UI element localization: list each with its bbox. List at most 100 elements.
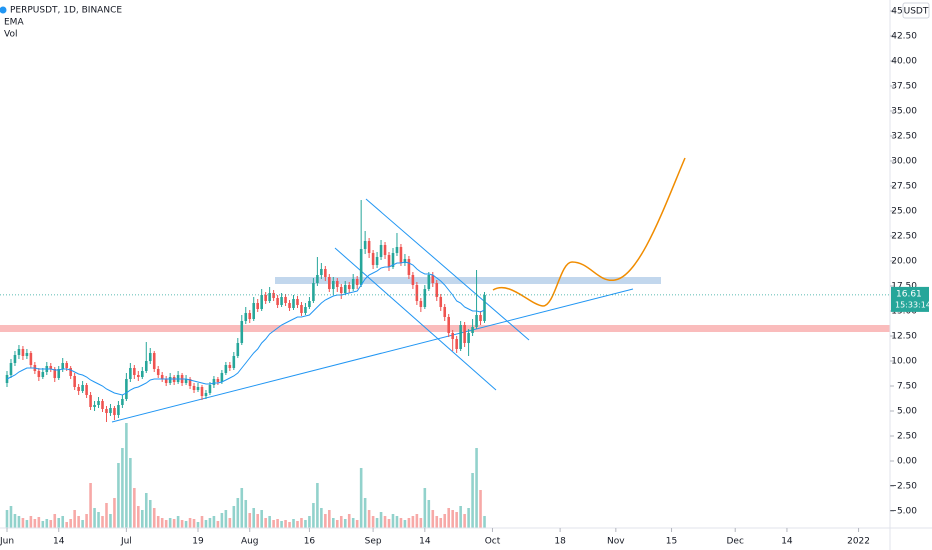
volume-bar xyxy=(260,510,263,528)
volume-bar xyxy=(160,518,164,528)
candle-body xyxy=(300,305,303,313)
candle-body xyxy=(69,368,72,376)
candle-body xyxy=(89,395,92,407)
volume-bar xyxy=(21,518,25,528)
volume-bar xyxy=(479,490,482,528)
volume-bar xyxy=(455,512,458,528)
candle-body xyxy=(483,295,486,321)
volume-bar xyxy=(248,513,252,528)
volume-bar xyxy=(129,458,132,528)
volume-bar xyxy=(101,516,104,528)
candle-body xyxy=(252,303,256,319)
candle-body xyxy=(268,293,271,301)
volume-bar xyxy=(403,520,407,528)
candle-body xyxy=(85,385,88,395)
volume-bar xyxy=(13,514,17,528)
volume-bar xyxy=(5,510,9,528)
candle-body xyxy=(359,249,363,285)
x-tick-label: 14 xyxy=(781,537,793,547)
y-tick-label: 20.00 xyxy=(891,257,917,267)
volume-bar xyxy=(105,503,108,528)
candle-body xyxy=(148,353,152,361)
volume-bar xyxy=(37,517,41,528)
y-tick-label: 12.50 xyxy=(891,332,917,342)
support-zone xyxy=(0,325,890,332)
volume-bar xyxy=(280,521,283,528)
candle-body xyxy=(168,377,172,383)
volume-bar xyxy=(324,514,327,528)
volume-bar xyxy=(363,498,367,528)
volume-bar xyxy=(73,510,76,528)
candle-body xyxy=(109,408,112,413)
candle-body xyxy=(101,401,104,409)
volume-bar xyxy=(423,488,427,528)
volume-bar xyxy=(69,519,72,528)
volume-bar xyxy=(57,518,61,528)
candle-body xyxy=(363,241,367,249)
candle-body xyxy=(407,259,411,275)
candle-body xyxy=(65,363,68,368)
candle-body xyxy=(13,355,17,363)
candle-body xyxy=(280,297,283,305)
candle-body xyxy=(467,333,470,343)
candle-body xyxy=(351,279,355,289)
candle-body xyxy=(304,307,307,313)
candle-body xyxy=(447,317,450,333)
candle-body xyxy=(399,247,403,263)
volume-bar xyxy=(339,516,343,528)
candle-body xyxy=(451,333,454,339)
candle-body xyxy=(427,275,431,289)
volume-bar xyxy=(272,520,275,528)
volume-bar xyxy=(335,520,339,528)
volume-bar xyxy=(467,508,470,528)
candle-body xyxy=(113,408,116,415)
volume-bar xyxy=(93,508,96,528)
volume-bar xyxy=(347,514,351,528)
y-tick-label: 40.00 xyxy=(891,57,917,67)
volume-bar xyxy=(65,522,68,528)
volume-bar xyxy=(463,514,466,528)
x-tick-label: Dec xyxy=(726,537,743,547)
volume-bar xyxy=(371,516,375,528)
volume-bar xyxy=(133,488,136,528)
volume-bar xyxy=(379,512,383,528)
y-tick-label: 37.50 xyxy=(891,82,917,92)
candle-body xyxy=(121,399,124,405)
volume-bar xyxy=(53,514,57,528)
x-tick-label: 15 xyxy=(666,537,677,547)
volume-bar xyxy=(431,510,435,528)
channel-upper xyxy=(365,198,530,341)
volume-bar xyxy=(483,516,486,528)
candle-body xyxy=(272,293,275,298)
candle-body xyxy=(403,259,407,263)
last-price-badge xyxy=(891,286,929,312)
candle-body xyxy=(25,353,29,356)
volume-bar xyxy=(17,516,21,528)
volume-bar xyxy=(399,518,403,528)
candle-body xyxy=(343,285,347,293)
header: PERPUSDT, 1D, BINANCE EMA Vol xyxy=(0,6,122,40)
volume-bar xyxy=(61,516,65,528)
x-tick-label: Jul xyxy=(120,537,132,547)
volume-bar xyxy=(240,488,244,528)
candle-body xyxy=(192,386,196,390)
candle-body xyxy=(232,356,236,368)
volume-bar xyxy=(320,508,323,528)
candle-body xyxy=(296,299,299,305)
volume-bar xyxy=(148,500,152,528)
candle-body xyxy=(236,343,240,356)
volume-bar xyxy=(164,520,168,528)
volume-bar xyxy=(85,514,88,528)
candle-body xyxy=(332,281,335,289)
volume-bar xyxy=(9,506,13,528)
candle-body xyxy=(29,353,33,365)
volume-bar xyxy=(308,516,311,528)
candle-body xyxy=(200,387,204,396)
volume-bar xyxy=(292,519,295,528)
volume-bar xyxy=(264,518,267,528)
volume-bar xyxy=(184,521,188,528)
volume-bar xyxy=(411,516,415,528)
y-tick-label: 32.50 xyxy=(891,132,917,142)
volume-bar xyxy=(236,498,240,528)
volume-bar xyxy=(316,483,319,528)
